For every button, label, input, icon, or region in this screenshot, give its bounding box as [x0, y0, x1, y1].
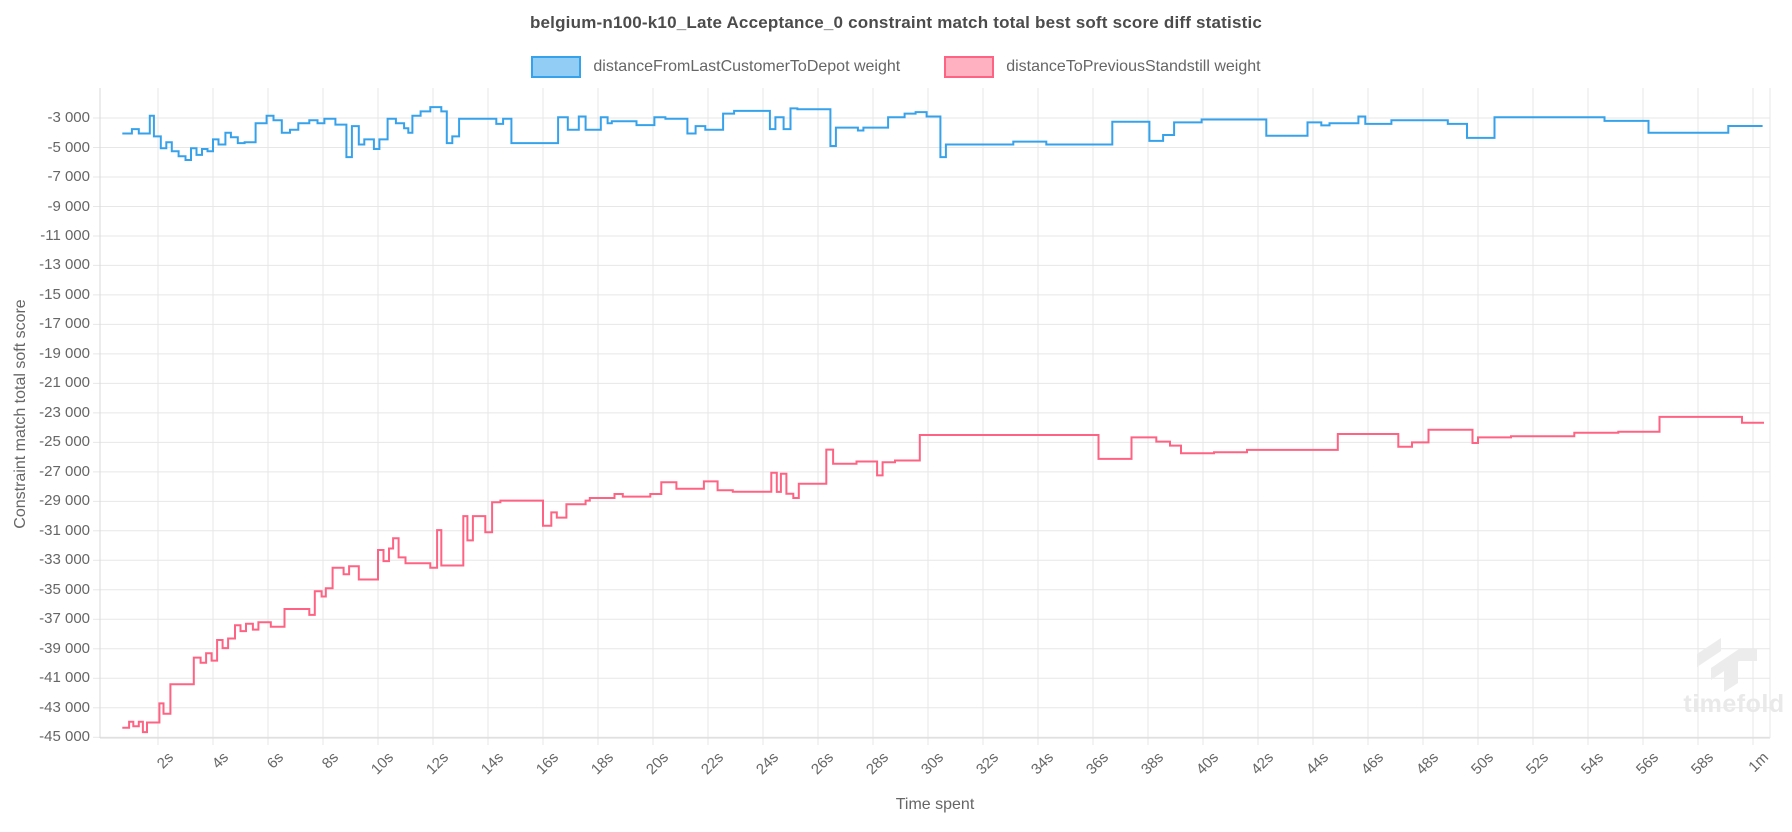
y-tick-label: -7 000 [47, 168, 90, 185]
legend-label: distanceToPreviousStandstill weight [1006, 58, 1261, 75]
legend-label: distanceFromLastCustomerToDepot weight [593, 58, 901, 75]
y-tick-label: -19 000 [39, 344, 90, 362]
series-line-pink[interactable] [122, 415, 1764, 734]
y-tick-label: -41 000 [39, 669, 90, 687]
y-tick-label: -25 000 [39, 433, 90, 451]
y-tick-label: -39 000 [39, 639, 90, 657]
legend-item-distanceFromLastCustomerToDepot[interactable]: distanceFromLastCustomerToDepot weight [531, 56, 900, 78]
y-tick-label: -29 000 [39, 492, 90, 510]
timefold-logo-icon [1711, 649, 1757, 680]
y-tick-label: -15 000 [39, 285, 90, 303]
y-tick-label: -27 000 [39, 462, 90, 480]
y-tick-label: -11 000 [40, 227, 90, 244]
y-tick-label: -43 000 [39, 698, 90, 716]
timefold-logo-icon [1697, 638, 1721, 667]
x-axis-title: Time spent [895, 796, 975, 813]
y-tick-label: -35 000 [39, 580, 90, 598]
legend-item-distanceToPreviousStandstill[interactable]: distanceToPreviousStandstill weight [944, 56, 1261, 78]
y-tick-label: -13 000 [39, 256, 90, 274]
chart-title: belgium-n100-k10_Late Acceptance_0 const… [529, 13, 1263, 32]
watermark-text: timefold [1683, 690, 1785, 718]
legend-swatch-blue-icon [531, 56, 582, 78]
y-tick-label: -23 000 [39, 403, 90, 421]
series-line-blue[interactable] [122, 106, 1763, 161]
y-tick-label: -9 000 [47, 197, 90, 215]
y-axis-title: Constraint match total soft score [12, 299, 29, 529]
y-tick-label: -21 000 [39, 374, 90, 392]
y-tick-label: -37 000 [39, 610, 90, 628]
y-tick-label: -45 000 [39, 728, 90, 746]
timefold-logo-icon [1724, 655, 1738, 692]
y-tick-label: -33 000 [39, 551, 90, 569]
y-tick-label: -3 000 [47, 109, 90, 126]
y-tick-label: -31 000 [39, 521, 90, 539]
legend-swatch-pink-icon [944, 56, 995, 78]
y-tick-label: -17 000 [39, 315, 90, 333]
y-tick-label: -5 000 [47, 138, 90, 156]
legend: distanceFromLastCustomerToDepot weight d… [0, 56, 1792, 78]
